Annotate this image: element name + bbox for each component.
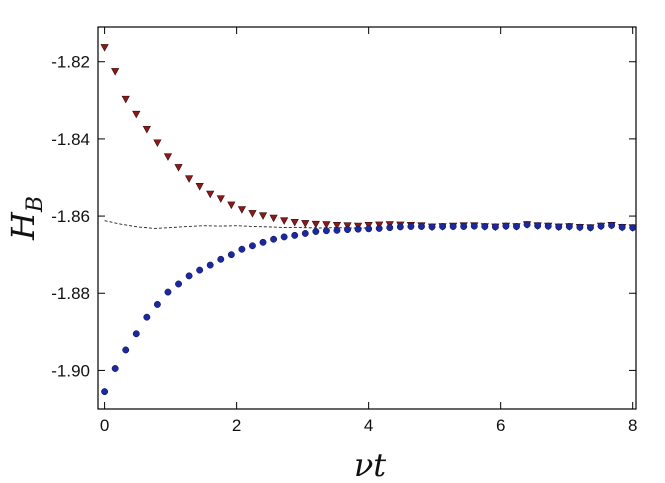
y-tick-label: -1.82 [51, 53, 90, 72]
triangle-point [216, 195, 225, 203]
y-axis-title-main: H [4, 211, 42, 241]
tick-labels: 0 2 4 6 8 -1.82 -1.84 -1.86 -1.88 -1.90 [51, 53, 637, 435]
circle-point [418, 223, 425, 230]
triangle-point [195, 183, 204, 191]
circle-point [502, 222, 510, 230]
circle-point [301, 229, 309, 237]
x-tick-label: 4 [364, 416, 373, 435]
triangle-point [184, 175, 194, 183]
triangle-point [100, 44, 109, 52]
circle-point [470, 222, 478, 230]
triangle-point [269, 214, 278, 223]
circle-point [227, 251, 235, 259]
circle-point [196, 266, 204, 274]
circle-point [111, 365, 119, 372]
circle-point [206, 261, 214, 269]
circle-point [291, 231, 299, 239]
circle-point [365, 225, 373, 233]
circle-point [164, 288, 172, 296]
circle-point [280, 233, 288, 241]
circle-point [354, 225, 362, 233]
triangle-point [111, 68, 120, 76]
triangle-point [227, 201, 236, 210]
circle-point [143, 313, 151, 321]
circle-point [101, 388, 109, 396]
circle-point [132, 330, 140, 338]
circle-point [460, 223, 468, 230]
y-tick-label: -1.88 [51, 284, 90, 303]
circle-point [618, 223, 626, 231]
circle-point [217, 255, 225, 263]
circle-point [513, 223, 520, 230]
circle-point [597, 222, 605, 230]
circle-point [481, 223, 489, 230]
circle-point [407, 223, 415, 230]
circle-point [396, 223, 404, 231]
circle-point [375, 224, 383, 232]
circle-point [544, 222, 552, 230]
plot-frame [97, 26, 637, 410]
data-points [100, 44, 637, 396]
triangle-point [132, 110, 141, 119]
triangle-point [290, 218, 299, 227]
circle-point [534, 222, 542, 230]
circle-point [238, 245, 246, 253]
triangle-point [258, 212, 268, 220]
triangle-point [311, 220, 320, 229]
circle-point [491, 223, 499, 231]
triangle-point [206, 190, 215, 199]
circle-point [322, 227, 330, 235]
circle-point [439, 223, 447, 230]
triangle-point [237, 206, 247, 214]
triangle-point [332, 222, 342, 230]
circle-point [259, 238, 267, 246]
axis-ticks [98, 27, 636, 409]
triangle-point [322, 221, 331, 229]
circle-point [312, 228, 320, 235]
circle-point [386, 224, 394, 232]
triangle-point [142, 125, 151, 134]
circle-point [555, 223, 563, 231]
x-tick-label: 2 [232, 416, 241, 435]
triangle-point [343, 222, 352, 230]
y-tick-label: -1.84 [51, 130, 90, 149]
circle-point [587, 224, 594, 232]
x-tick-label: 8 [628, 416, 637, 435]
circle-point [449, 223, 457, 230]
circle-point [344, 226, 351, 234]
circle-point [153, 300, 161, 308]
triangle-point [121, 95, 130, 104]
x-axis-title: νt [354, 446, 386, 483]
x-tick-label: 0 [100, 416, 109, 435]
y-axis-title: HB [4, 196, 48, 241]
circle-point [175, 280, 182, 288]
circle-point [629, 224, 637, 232]
triangle-point [280, 217, 289, 225]
circle-point [565, 223, 573, 230]
y-axis-title-subscript: B [23, 196, 48, 213]
circle-point [428, 223, 436, 231]
triangle-point [301, 220, 310, 228]
y-tick-label: -1.86 [51, 207, 90, 226]
triangle-point [174, 164, 183, 172]
circle-point [270, 235, 278, 243]
circle-point [608, 221, 616, 229]
y-tick-label: -1.90 [51, 361, 90, 380]
circle-point [122, 346, 130, 354]
circle-point [185, 272, 193, 280]
circle-point [576, 223, 584, 231]
triangle-point [248, 210, 257, 218]
circle-point [523, 221, 531, 229]
triangle-point [153, 139, 162, 147]
x-tick-label: 6 [496, 416, 505, 435]
circle-point [249, 242, 256, 250]
triangle-point [163, 153, 173, 161]
circle-point [333, 226, 341, 234]
svg-text:HB: HB [4, 196, 48, 241]
